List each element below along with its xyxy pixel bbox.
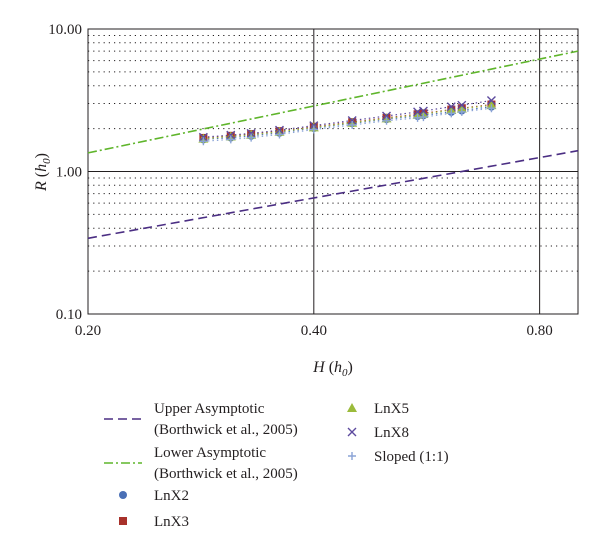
data-point — [274, 125, 284, 135]
data-point — [457, 100, 467, 110]
data-point — [419, 113, 428, 122]
legend-item: LnX8 — [347, 425, 409, 441]
data-point — [418, 106, 428, 116]
legend: Upper Asymptotic (Borthwick et al., 2005)… — [104, 401, 449, 530]
series-sloped-1-1 — [199, 104, 496, 146]
series-trendline — [203, 104, 492, 140]
data-point — [309, 125, 318, 134]
x-axis-title-close: ) — [348, 359, 353, 376]
data-point — [487, 104, 496, 113]
legend-swatch — [347, 427, 357, 437]
legend-item: Sloped (1:1) — [348, 449, 449, 465]
legend-label: LnX5 — [374, 401, 409, 417]
legend-label: Sloped (1:1) — [374, 449, 449, 465]
x-tick-label: 0.40 — [301, 323, 327, 339]
data-point — [413, 113, 422, 122]
legend-item: LnX3 — [119, 514, 189, 530]
series-upper-asymptotic — [87, 149, 579, 240]
series-trendline — [203, 107, 492, 142]
y-tick-label: 0.10 — [56, 307, 82, 323]
x-tick-label: 0.80 — [527, 323, 553, 339]
data-point — [382, 111, 392, 121]
y-axis-title-open: ( — [33, 172, 50, 181]
data-point — [446, 102, 456, 112]
legend-swatch — [347, 403, 357, 412]
x-axis-title-main: H — [312, 359, 326, 376]
series-trendline — [203, 99, 492, 138]
x-axis-title-h: h — [334, 359, 342, 376]
legend-item: Lower Asymptotic (Borthwick et al., 2005) — [104, 445, 298, 482]
series-line — [87, 149, 579, 240]
data-point — [199, 137, 208, 146]
y-axis-title-main: R — [33, 181, 50, 192]
legend-item: LnX5 — [347, 401, 409, 417]
data-point — [447, 109, 456, 118]
legend-label-line2: (Borthwick et al., 2005) — [154, 422, 298, 438]
y-axis-title-sub: 0 — [41, 158, 53, 164]
series-trendline — [203, 106, 492, 140]
plot-grid — [88, 29, 578, 314]
y-axis-title: R (h0) — [33, 153, 53, 192]
tick-layer: 0.20 0.40 0.80 10.00 1.00 0.10 — [48, 22, 553, 339]
y-axis-title-h: h — [33, 164, 50, 172]
legend-label: LnX8 — [374, 425, 409, 441]
series-lnx8 — [198, 95, 496, 142]
plot-frame — [87, 28, 579, 315]
legend-swatch — [348, 452, 356, 460]
data-point — [347, 115, 357, 125]
x-axis-title-sub: 0 — [342, 367, 348, 379]
series-line — [87, 50, 579, 154]
data-point — [275, 130, 284, 139]
data-point — [457, 107, 466, 116]
data-point — [226, 130, 236, 140]
series-layer — [87, 50, 579, 240]
legend-label: Upper Asymptotic — [154, 401, 265, 417]
legend-label: Lower Asymptotic — [154, 445, 266, 461]
data-point — [198, 132, 208, 142]
data-point — [486, 95, 496, 105]
legend-label-line2: (Borthwick et al., 2005) — [154, 466, 298, 482]
legend-label: LnX2 — [154, 488, 189, 504]
data-point — [348, 120, 357, 129]
legend-label: LnX3 — [154, 514, 189, 530]
legend-swatch — [119, 491, 127, 499]
data-point — [382, 116, 391, 125]
y-axis-title-close: ) — [33, 153, 50, 158]
legend-swatch — [119, 517, 127, 525]
data-point — [246, 128, 256, 138]
x-axis-title: H (h0) — [312, 359, 353, 379]
y-tick-label: 1.00 — [56, 165, 82, 181]
data-point — [226, 135, 235, 144]
x-tick-label: 0.20 — [75, 323, 101, 339]
y-tick-label: 10.00 — [48, 22, 82, 38]
series-lower-asymptotic — [87, 50, 579, 154]
legend-item: Upper Asymptotic (Borthwick et al., 2005) — [104, 401, 298, 438]
legend-item: LnX2 — [119, 488, 189, 504]
x-axis-title-open: ( — [325, 359, 334, 376]
data-point — [247, 133, 256, 142]
